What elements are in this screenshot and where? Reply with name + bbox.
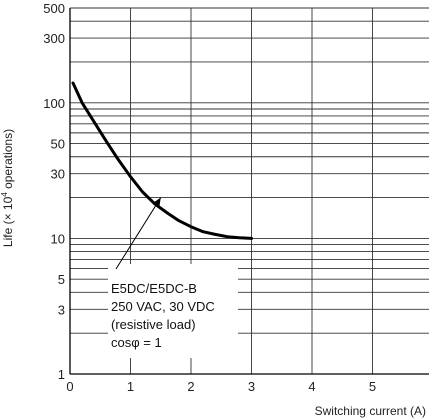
x-tick-label: 2 — [187, 379, 194, 394]
x-tick-label: 4 — [308, 379, 315, 394]
y-tick-label: 100 — [43, 96, 65, 111]
y-tick-label: 30 — [51, 167, 65, 182]
annotation-text-line: cosφ = 1 — [111, 335, 162, 350]
annotation-text-line: (resistive load) — [111, 317, 196, 332]
y-tick-label: 50 — [51, 137, 65, 152]
x-tick-label: 1 — [127, 379, 134, 394]
x-axis-label: Switching current (A) — [315, 404, 426, 418]
annotation-text-line: 250 VAC, 30 VDC — [111, 299, 215, 314]
annotation-leader — [115, 197, 162, 270]
annotation-group: E5DC/E5DC-B 250 VAC, 30 VDC (resistive loa… — [108, 197, 238, 358]
y-axis-label-end: operations) — [1, 129, 15, 192]
y-axis-label-sup: 4 — [0, 192, 9, 197]
tick-labels: 0123456135103050100300500 — [43, 1, 376, 394]
series-line — [71, 81, 253, 240]
annotation-arrowhead — [153, 197, 161, 207]
y-tick-label: 1 — [58, 367, 65, 382]
annotation-text-line: E5DC/E5DC-B — [111, 281, 197, 296]
x-tick-label: 0 — [66, 379, 73, 394]
axes — [69, 8, 429, 375]
y-tick-label: 3 — [58, 302, 65, 317]
y-tick-label: 500 — [43, 1, 65, 16]
annotation-box — [108, 264, 238, 358]
series-group — [71, 81, 253, 240]
y-tick-label: 10 — [51, 231, 65, 246]
y-tick-label: 5 — [58, 272, 65, 287]
x-tick-label: 3 — [248, 379, 255, 394]
y-axis-label-main: Life (× 10 — [1, 196, 15, 247]
x-tick-label: 5 — [369, 379, 376, 394]
y-tick-label: 300 — [43, 31, 65, 46]
y-axis-label: Life (× 104 operations) — [0, 129, 15, 247]
